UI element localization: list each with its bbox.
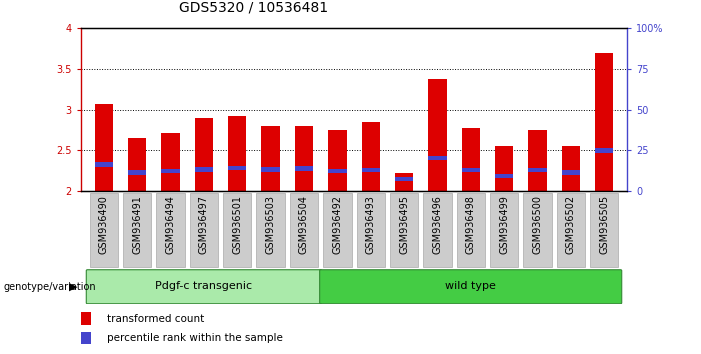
FancyBboxPatch shape xyxy=(557,193,585,268)
FancyBboxPatch shape xyxy=(320,270,622,304)
FancyBboxPatch shape xyxy=(123,193,151,268)
Bar xyxy=(228,116,247,191)
Text: Pdgf-c transgenic: Pdgf-c transgenic xyxy=(156,281,252,291)
FancyBboxPatch shape xyxy=(190,193,218,268)
FancyBboxPatch shape xyxy=(290,193,318,268)
Bar xyxy=(562,145,580,191)
Bar xyxy=(362,168,380,172)
Text: GSM936495: GSM936495 xyxy=(399,195,409,254)
Text: transformed count: transformed count xyxy=(107,314,205,324)
FancyBboxPatch shape xyxy=(156,193,185,268)
Text: GSM936500: GSM936500 xyxy=(532,195,543,254)
Text: GSM936493: GSM936493 xyxy=(366,195,376,254)
Bar xyxy=(261,126,280,191)
FancyBboxPatch shape xyxy=(86,270,322,304)
Text: GSM936505: GSM936505 xyxy=(599,195,609,254)
Bar xyxy=(128,170,147,175)
Bar xyxy=(428,156,447,160)
Bar xyxy=(161,169,179,173)
Text: percentile rank within the sample: percentile rank within the sample xyxy=(107,333,283,343)
Text: GSM936497: GSM936497 xyxy=(199,195,209,254)
Bar xyxy=(328,169,346,173)
Bar xyxy=(161,132,179,191)
Bar xyxy=(261,167,280,172)
FancyBboxPatch shape xyxy=(423,193,451,268)
Text: GSM936503: GSM936503 xyxy=(266,195,275,254)
Text: GSM936496: GSM936496 xyxy=(433,195,442,254)
Bar xyxy=(428,79,447,191)
FancyBboxPatch shape xyxy=(257,193,285,268)
Bar xyxy=(529,130,547,191)
Bar xyxy=(395,173,413,191)
FancyBboxPatch shape xyxy=(323,193,351,268)
FancyBboxPatch shape xyxy=(357,193,385,268)
Bar xyxy=(461,129,480,191)
Text: ▶: ▶ xyxy=(69,282,78,292)
Bar xyxy=(362,122,380,191)
FancyBboxPatch shape xyxy=(523,193,552,268)
Bar xyxy=(195,118,213,191)
Bar xyxy=(495,174,513,178)
Text: GSM936491: GSM936491 xyxy=(132,195,142,254)
Bar xyxy=(595,148,613,153)
FancyBboxPatch shape xyxy=(456,193,485,268)
Text: GSM936498: GSM936498 xyxy=(465,195,476,254)
Bar xyxy=(128,138,147,191)
Text: GSM936499: GSM936499 xyxy=(499,195,509,254)
Bar xyxy=(595,53,613,191)
FancyBboxPatch shape xyxy=(590,193,618,268)
Text: GSM936494: GSM936494 xyxy=(165,195,176,254)
FancyBboxPatch shape xyxy=(390,193,418,268)
Text: wild type: wild type xyxy=(445,281,496,291)
Bar xyxy=(562,170,580,175)
Bar xyxy=(228,166,247,170)
FancyBboxPatch shape xyxy=(490,193,518,268)
Text: GSM936502: GSM936502 xyxy=(566,195,576,254)
Bar xyxy=(95,162,113,167)
Bar xyxy=(395,177,413,181)
Bar xyxy=(295,126,313,191)
FancyBboxPatch shape xyxy=(223,193,252,268)
Text: GDS5320 / 10536481: GDS5320 / 10536481 xyxy=(179,0,328,14)
Bar xyxy=(495,147,513,191)
Bar xyxy=(461,168,480,172)
Bar xyxy=(529,168,547,172)
FancyBboxPatch shape xyxy=(90,193,118,268)
Bar xyxy=(295,166,313,171)
Bar xyxy=(95,104,113,191)
Bar xyxy=(195,167,213,172)
Text: genotype/variation: genotype/variation xyxy=(4,282,96,292)
Text: GSM936492: GSM936492 xyxy=(332,195,342,254)
Text: GSM936490: GSM936490 xyxy=(99,195,109,254)
Text: GSM936504: GSM936504 xyxy=(299,195,309,254)
Text: GSM936501: GSM936501 xyxy=(232,195,243,254)
Bar xyxy=(328,130,346,191)
